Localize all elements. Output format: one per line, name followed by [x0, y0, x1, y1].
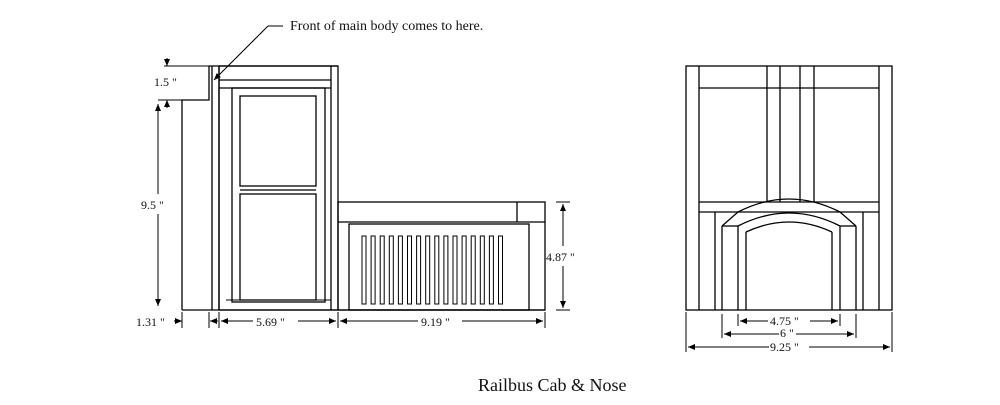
- grille-slat: [479, 235, 485, 305]
- dim-cab-width-label: 5.69 ": [256, 315, 285, 329]
- dim-inner: [737, 314, 841, 326]
- grille-slat: [461, 235, 467, 305]
- dim-offset: [174, 312, 218, 328]
- door-lower-panel: [239, 193, 317, 301]
- grille-slat: [407, 235, 412, 305]
- dim-offset-label: 1.31 ": [136, 315, 165, 329]
- callout-label: Front of main body comes to here.: [290, 19, 483, 34]
- grille-slat: [452, 235, 458, 305]
- dim-height: [155, 99, 182, 306]
- grille-slat: [498, 235, 503, 305]
- dim-cab-width: [218, 312, 339, 328]
- grille-slat: [434, 235, 440, 305]
- front-outline: [685, 65, 893, 311]
- drawing-title: Railbus Cab & Nose: [478, 375, 627, 395]
- side-view: 1.5 " 9.5 " 1.31 " 5.69 ": [136, 58, 575, 329]
- door-upper-panel: [239, 95, 317, 187]
- cab-rear-profile: [181, 65, 545, 311]
- grille-slat: [397, 235, 403, 305]
- nose-hood: [721, 198, 857, 310]
- dim-nose-height: [556, 201, 570, 311]
- dim-inner-label: 4.75 ": [770, 314, 799, 328]
- front-view: 4.75 " 6 " 9.25 ": [685, 65, 893, 354]
- dim-nose-length: [340, 312, 546, 328]
- grille-slat: [470, 235, 476, 305]
- dim-top-step-label: 1.5 ": [154, 75, 177, 89]
- dim-height-label: 9.5 ": [141, 198, 164, 212]
- grille-slat: [361, 235, 367, 305]
- grille-slat: [443, 235, 449, 305]
- dim-mid: [721, 314, 857, 338]
- dim-mid-label: 6 ": [780, 326, 794, 340]
- grille-slat: [379, 235, 385, 305]
- callout-leader: [213, 25, 283, 81]
- cab-body: [218, 65, 339, 311]
- radiator-grille: [361, 235, 503, 305]
- center-post: [766, 66, 815, 202]
- nose-body: [337, 201, 546, 311]
- dim-nose-height-label: 4.87 ": [546, 250, 575, 264]
- dim-overall-label: 9.25 ": [770, 340, 799, 354]
- grille-slat: [370, 235, 376, 305]
- dim-overall: [685, 312, 893, 352]
- dim-nose-length-label: 9.19 ": [421, 315, 450, 329]
- grille-slat: [416, 235, 422, 305]
- grille-slat: [425, 235, 431, 305]
- cab-door: [231, 87, 326, 303]
- grille-slat: [488, 235, 494, 305]
- grille-slat: [388, 235, 394, 305]
